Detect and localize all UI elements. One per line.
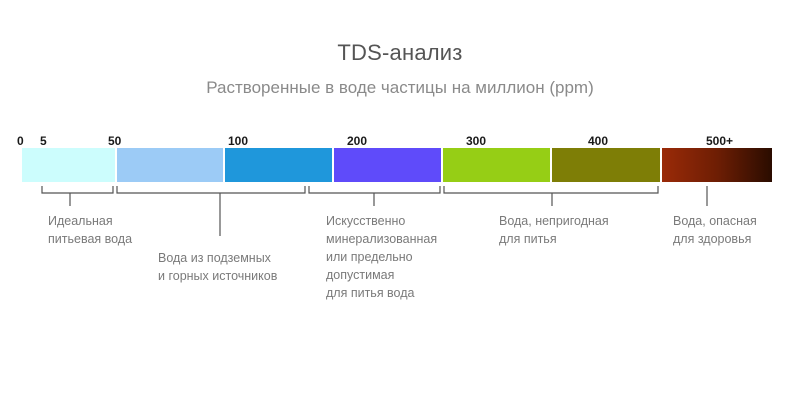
segment-50-100: [117, 148, 223, 182]
page-title: TDS-анализ: [337, 40, 463, 65]
segment-300-400: [443, 148, 550, 182]
bracket-ideal: [41, 186, 114, 206]
segment-200-300: [334, 148, 441, 182]
tick-label-300: 300: [466, 134, 487, 148]
bracket-unfit: [443, 186, 659, 206]
bracket-underground: [116, 186, 306, 236]
segment-0-50: [22, 148, 115, 182]
note-mineralized: Искусственно минерализованная или предел…: [326, 214, 438, 300]
tick-label-100: 100: [228, 134, 249, 148]
note-dangerous: Вода, опасная для здоровья: [673, 214, 757, 246]
note-ideal: Идеальная питьевая вода: [48, 214, 133, 246]
tick-label-0: 0: [17, 134, 24, 148]
bracket-mineralized: [308, 186, 441, 206]
segment-500-plus: [662, 148, 772, 182]
segment-100-200: [225, 148, 332, 182]
tick-label-500-plus: 500+: [706, 134, 734, 148]
page-subtitle: Растворенные в воде частицы на миллион (…: [206, 78, 594, 97]
tick-label-5: 5: [40, 134, 47, 148]
segment-400-500: [552, 148, 660, 182]
tick-label-200: 200: [347, 134, 368, 148]
note-unfit: Вода, непригодная для питья: [499, 214, 609, 246]
tick-label-50: 50: [108, 134, 122, 148]
note-underground: Вода из подземных и горных источников: [158, 251, 278, 283]
tick-label-400: 400: [588, 134, 609, 148]
